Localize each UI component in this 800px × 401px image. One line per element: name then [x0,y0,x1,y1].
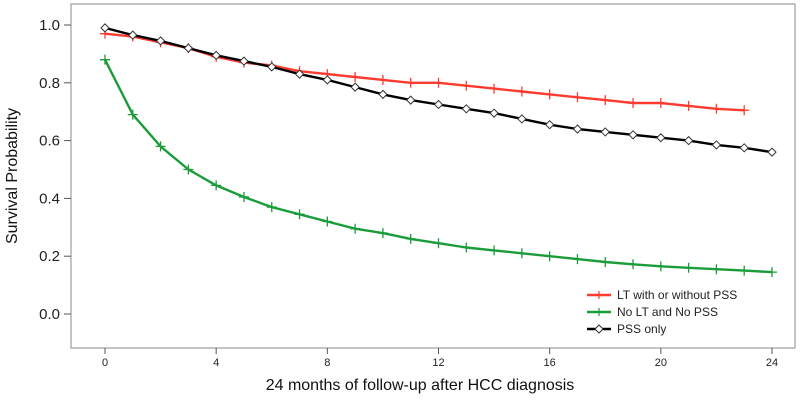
data-point [517,114,527,124]
x-tick-label: 12 [432,357,444,369]
data-point [461,242,472,253]
legend-item: PSS only [587,322,666,336]
y-tick-label: 0.4 [39,190,60,207]
x-tick-label: 8 [324,357,330,369]
data-point [350,72,361,83]
data-point [628,98,639,109]
data-point [322,75,333,85]
data-point [489,245,500,256]
y-tick-label: 0.6 [39,133,60,150]
x-axis: 0 4 8 12 16 20 24 [102,348,778,369]
data-point [683,100,694,111]
data-point [655,261,666,272]
x-tick-label: 4 [213,357,219,369]
series-layer [100,23,777,278]
data-point [683,135,694,146]
data-point [711,264,722,275]
x-tick-label: 20 [655,357,667,369]
data-point [239,56,249,66]
data-point [572,254,583,265]
y-axis: 0.0 0.2 0.4 0.6 0.8 1.0 [39,4,72,348]
data-point [544,89,555,100]
data-point [711,140,722,150]
data-point [683,262,694,273]
data-point [489,83,500,94]
data-point [211,180,222,191]
legend-marker [595,308,603,316]
plot-frame [70,3,796,349]
data-point [628,130,638,140]
data-point [628,259,639,270]
data-point [656,133,666,143]
data-point [100,23,110,33]
data-point [433,77,444,88]
data-point [294,209,305,220]
data-point [405,77,416,88]
x-tick-label: 0 [102,357,108,369]
data-point [489,108,499,118]
legend-label: LT with or without PSS [617,288,737,302]
y-axis-title: Survival Probability [4,108,21,244]
data-point [322,216,333,227]
data-point [378,89,388,100]
data-point [739,105,750,116]
data-point [600,127,610,137]
data-point [155,36,166,46]
y-tick-label: 1.0 [39,17,60,34]
data-point [211,50,221,61]
y-tick-label: 0.0 [39,306,60,323]
data-point [461,104,471,114]
data-point [155,141,166,152]
legend-item: No LT and No PSS [587,305,718,319]
series-2 [100,23,777,157]
data-point [433,238,444,249]
legend-marker [594,324,604,334]
y-tick-label: 0.8 [39,75,60,92]
data-point [572,92,583,103]
data-point [127,109,138,120]
data-point [655,98,666,109]
data-point [600,95,611,106]
x-axis-title: 24 months of follow-up after HCC diagnos… [266,377,575,394]
x-tick-label: 24 [766,357,778,369]
data-point [377,74,388,85]
data-point [406,95,416,105]
data-point [516,86,527,97]
data-point [739,143,749,153]
data-point [767,267,777,278]
data-point [767,147,777,157]
legend: LT with or without PSS No LT and No PSS PS… [587,288,737,336]
data-point [600,256,611,267]
series-1 [100,54,777,278]
data-point [739,265,750,276]
data-point [183,164,194,175]
legend-label: No LT and No PSS [617,305,718,319]
legend-label: PSS only [617,322,666,336]
data-point [461,80,472,91]
data-point [238,191,249,202]
data-point [405,233,416,244]
data-point [433,99,444,110]
y-tick-label: 0.2 [39,248,60,265]
data-point [267,62,277,72]
data-point [128,30,138,40]
legend-marker [595,291,603,299]
data-point [350,223,361,234]
data-point [572,124,583,134]
data-point [266,202,277,213]
data-point [711,103,722,114]
data-point [544,119,555,130]
data-point [294,69,305,79]
data-point [350,82,360,92]
data-point [544,251,555,262]
legend-item: LT with or without PSS [587,288,737,302]
data-point [516,248,527,259]
data-point [100,54,110,65]
data-point [183,43,194,53]
data-point [377,228,388,239]
x-tick-label: 16 [544,357,556,369]
